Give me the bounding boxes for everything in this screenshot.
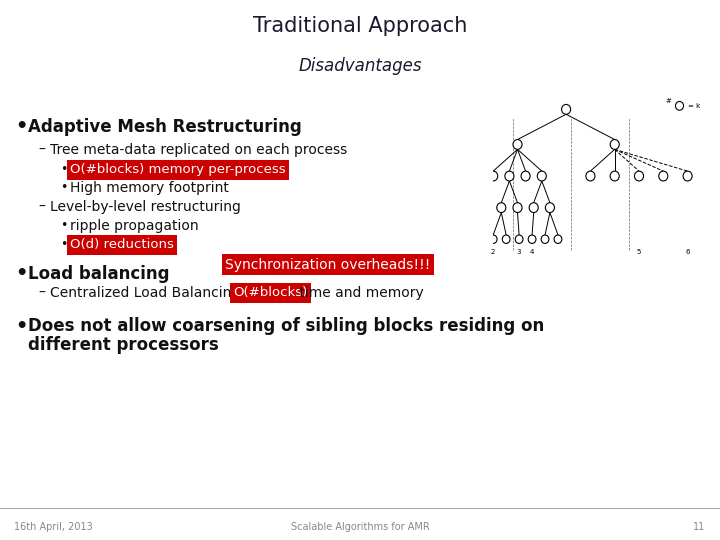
Text: •: • [60, 219, 68, 232]
Text: ripple propagation: ripple propagation [70, 219, 199, 233]
Text: different processors: different processors [28, 336, 219, 354]
Text: Tree meta-data replicated on each process: Tree meta-data replicated on each proces… [50, 143, 347, 157]
Text: #: # [665, 98, 671, 104]
Text: Does not allow coarsening of sibling blocks residing on: Does not allow coarsening of sibling blo… [28, 317, 544, 335]
Text: O(#blocks) memory per-process: O(#blocks) memory per-process [70, 164, 286, 177]
Text: •: • [60, 164, 68, 177]
Circle shape [610, 171, 619, 181]
Circle shape [513, 139, 522, 150]
Circle shape [513, 202, 522, 213]
Text: Centralized Load Balancing takes: Centralized Load Balancing takes [50, 286, 287, 300]
Circle shape [586, 171, 595, 181]
Text: = k: = k [688, 103, 700, 109]
Circle shape [541, 235, 549, 244]
Text: Disadvantages: Disadvantages [298, 57, 422, 75]
Text: time and memory: time and memory [294, 286, 423, 300]
Circle shape [537, 171, 546, 181]
Text: •: • [15, 117, 27, 136]
Text: •: • [60, 239, 68, 252]
Text: •: • [15, 316, 27, 335]
Text: –: – [38, 200, 45, 214]
Circle shape [489, 171, 498, 181]
Text: Load balancing: Load balancing [28, 265, 169, 283]
Text: 16th April, 2013: 16th April, 2013 [14, 522, 93, 532]
Text: Scalable Algorithms for AMR: Scalable Algorithms for AMR [291, 522, 429, 532]
Circle shape [529, 202, 539, 213]
Circle shape [562, 104, 571, 114]
Circle shape [659, 171, 668, 181]
Circle shape [497, 202, 506, 213]
Circle shape [675, 102, 683, 110]
Text: –: – [38, 143, 45, 157]
Text: –: – [38, 286, 45, 300]
Circle shape [521, 171, 530, 181]
Circle shape [683, 171, 692, 181]
Circle shape [503, 235, 510, 244]
Circle shape [610, 139, 619, 150]
Circle shape [505, 171, 514, 181]
Text: 5: 5 [636, 248, 642, 254]
Circle shape [528, 235, 536, 244]
Circle shape [554, 235, 562, 244]
Text: High memory footprint: High memory footprint [70, 181, 229, 195]
Text: 4: 4 [530, 248, 534, 254]
Text: •: • [15, 265, 27, 284]
Text: 6: 6 [685, 248, 690, 254]
Text: 11: 11 [693, 522, 706, 532]
Circle shape [516, 235, 523, 244]
Circle shape [634, 171, 644, 181]
Text: Adaptive Mesh Restructuring: Adaptive Mesh Restructuring [28, 118, 302, 136]
Text: Synchronization overheads!!!: Synchronization overheads!!! [225, 258, 431, 272]
Text: O(d) reductions: O(d) reductions [70, 239, 174, 252]
Text: •: • [60, 181, 68, 194]
Text: O(#blocks): O(#blocks) [233, 287, 307, 300]
Text: 2: 2 [491, 248, 495, 254]
Text: 3: 3 [517, 248, 521, 254]
Text: Level-by-level restructuring: Level-by-level restructuring [50, 200, 241, 214]
Circle shape [545, 202, 554, 213]
Text: Traditional Approach: Traditional Approach [253, 16, 467, 36]
Circle shape [490, 235, 497, 244]
